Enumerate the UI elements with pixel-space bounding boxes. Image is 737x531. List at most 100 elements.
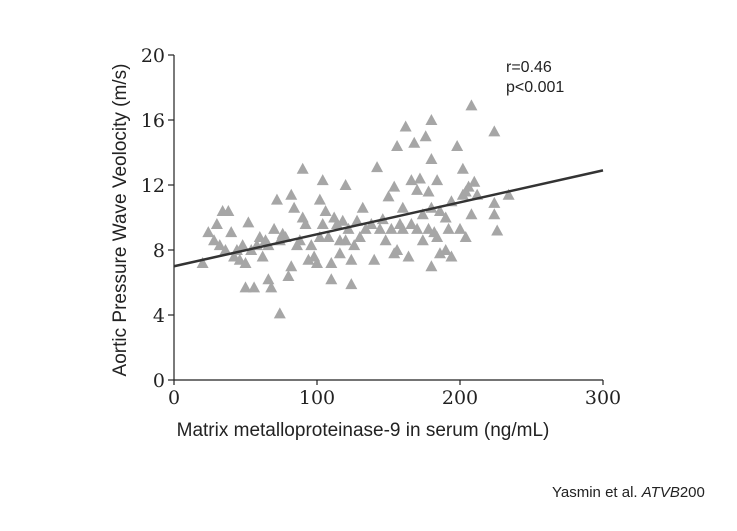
data-point [302, 253, 315, 265]
data-point [248, 281, 261, 293]
data-point [442, 222, 455, 234]
data-point [225, 226, 238, 238]
data-point [371, 161, 384, 173]
data-point [262, 273, 275, 285]
data-point [445, 250, 458, 262]
data-point [368, 253, 381, 265]
data-point [365, 218, 378, 229]
data-point [405, 218, 418, 229]
data-point [416, 208, 429, 220]
data-point [316, 218, 329, 229]
data-point [439, 244, 452, 255]
data-point [339, 179, 352, 190]
data-point [313, 231, 326, 242]
data-point [488, 208, 501, 220]
data-point [408, 136, 421, 148]
data-point [202, 226, 215, 238]
data-point [265, 281, 278, 293]
data-point [311, 257, 323, 268]
data-point [399, 120, 412, 132]
data-point [379, 234, 392, 246]
axes: 0 4 8 12 16 20 0 100 200 300 [141, 45, 621, 409]
data-point [502, 188, 515, 200]
data-point [316, 174, 329, 186]
data-point [382, 190, 395, 202]
data-point [239, 257, 252, 268]
data-point [319, 205, 332, 216]
data-point [431, 174, 444, 186]
data-point [454, 222, 466, 234]
data-point [270, 193, 283, 205]
citation-journal: ATVB [641, 484, 680, 501]
data-point [416, 234, 429, 246]
data-point [285, 260, 298, 272]
data-point [348, 239, 361, 251]
data-point [425, 114, 438, 125]
data-point [391, 244, 404, 255]
citation-authors: Yasmin et al. [552, 484, 642, 501]
data-points [196, 99, 515, 319]
x-axis-title: Matrix metalloproteinase-9 in serum (ng/… [177, 420, 550, 441]
data-point [325, 257, 338, 268]
data-point [425, 153, 438, 164]
data-point [462, 180, 475, 192]
x-tick-label: 200 [442, 387, 478, 409]
data-point [210, 218, 223, 229]
data-point [488, 125, 501, 137]
y-tick-label: 0 [153, 370, 165, 392]
data-point [305, 239, 318, 251]
data-point [359, 222, 372, 234]
data-point [396, 222, 409, 234]
data-point [353, 231, 366, 242]
data-point [345, 278, 358, 290]
data-point [388, 180, 401, 192]
data-point [282, 270, 295, 281]
data-point [439, 211, 452, 223]
data-point [236, 239, 249, 251]
data-point [299, 218, 312, 229]
data-point [288, 201, 301, 213]
y-tick-label: 8 [153, 240, 165, 262]
data-point [219, 244, 232, 255]
data-point [391, 140, 404, 151]
data-point [296, 162, 309, 174]
data-point [425, 260, 438, 272]
y-axis-title: Aortic Pressure Wave Veolocity (m/s) [110, 64, 131, 377]
annotation-r: r=0.46 [506, 59, 552, 76]
data-point [451, 140, 464, 151]
data-point [279, 231, 292, 242]
data-point [196, 257, 209, 268]
x-tick-label: 300 [585, 387, 621, 409]
data-point [336, 214, 349, 226]
y-tick-label: 20 [141, 45, 165, 67]
x-tick-label: 0 [168, 387, 180, 409]
data-point [351, 214, 364, 226]
data-point [239, 281, 252, 293]
data-point [411, 222, 424, 234]
data-point [431, 231, 444, 242]
data-point [433, 205, 446, 216]
data-point [331, 218, 344, 229]
data-point [465, 99, 478, 111]
data-point [488, 196, 501, 208]
data-point [419, 130, 432, 142]
y-tick-label: 16 [141, 110, 165, 132]
data-point [293, 234, 306, 246]
data-point [322, 231, 335, 242]
data-point [373, 222, 386, 234]
data-point [213, 239, 226, 251]
annotation-p: p<0.001 [506, 79, 564, 96]
citation: Yasmin et al. ATVB200 [552, 484, 705, 501]
data-point [422, 185, 435, 197]
x-tick-label: 100 [299, 387, 335, 409]
citation-year: 200 [679, 484, 705, 501]
data-point [345, 253, 358, 265]
data-point [413, 172, 426, 184]
data-point [333, 247, 346, 259]
data-point [268, 222, 281, 234]
data-point [396, 201, 409, 213]
data-point [459, 231, 472, 242]
data-point [433, 247, 446, 259]
data-point [385, 222, 398, 234]
